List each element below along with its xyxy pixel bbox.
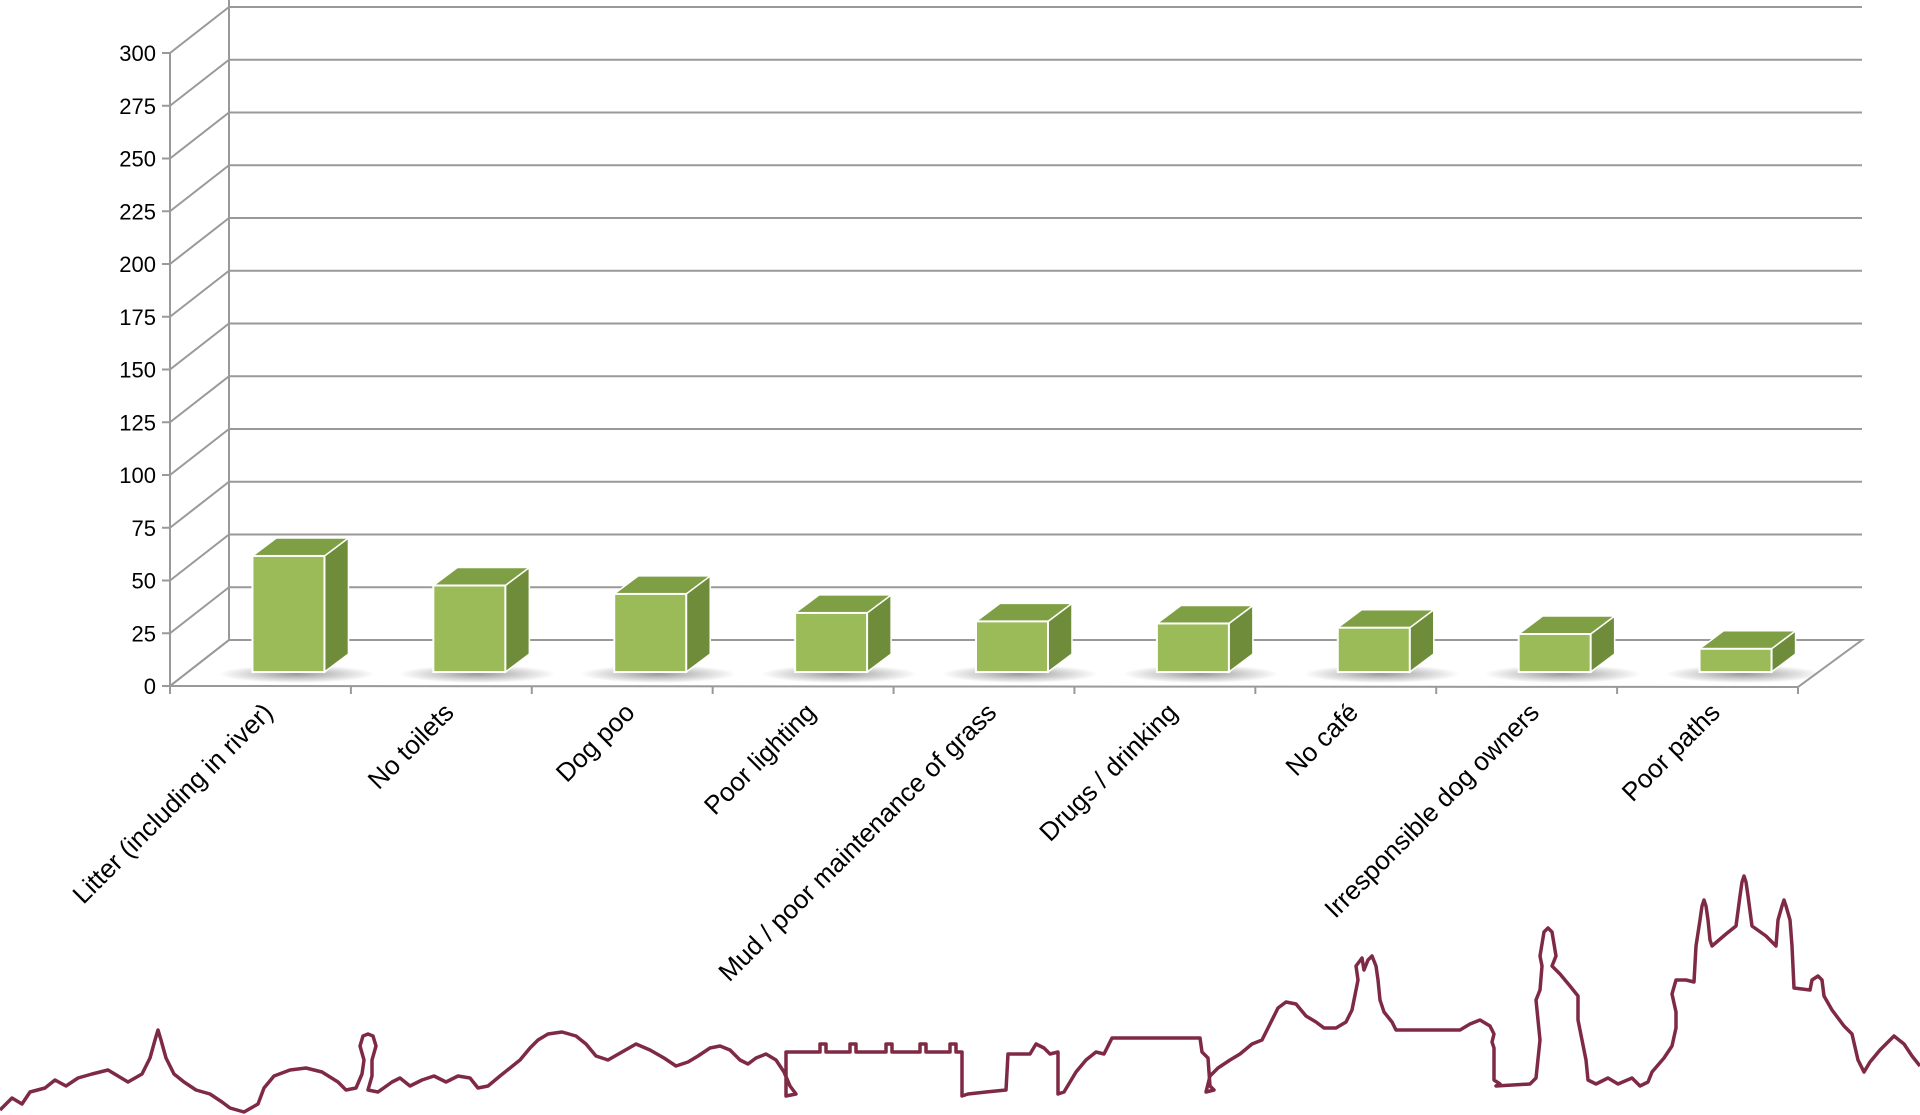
skyline-outline: [0, 876, 1920, 1112]
side-wall-gridline: [170, 324, 229, 370]
x-category-label: Poor lighting: [698, 697, 821, 820]
x-category-label: Poor paths: [1616, 697, 1726, 807]
bar: [399, 567, 555, 683]
bar-front: [976, 621, 1048, 672]
y-tick-label: 0: [144, 674, 156, 699]
bar-side: [324, 538, 348, 672]
side-wall-gridline: [170, 113, 229, 159]
y-tick-label: 125: [119, 410, 156, 435]
y-tick-label: 175: [119, 305, 156, 330]
city-skyline-icon: [0, 876, 1920, 1112]
y-tick-label: 25: [132, 621, 156, 646]
side-wall-gridline: [170, 482, 229, 528]
bar: [1123, 605, 1279, 683]
x-category-label: No toilets: [362, 697, 460, 795]
y-tick-label: 200: [119, 252, 156, 277]
y-tick-label: 150: [119, 358, 156, 383]
bar-front: [433, 585, 505, 672]
bar: [580, 576, 736, 683]
bar-front: [795, 613, 867, 672]
bar-front: [1338, 628, 1410, 672]
x-category-label: No café: [1279, 697, 1364, 782]
side-wall-gridline: [170, 218, 229, 264]
y-tick-labels: 0 25 50 75 100 125 150 175 200 225 250 275 300: [119, 41, 156, 699]
side-wall-gridline: [170, 165, 229, 211]
bar: [1485, 616, 1641, 683]
x-category-labels: Litter (including in river) No toilets Dog…: [66, 697, 1725, 987]
bar-front: [1519, 634, 1591, 672]
x-category-label: Dog poo: [550, 697, 641, 788]
side-wall-gridline: [170, 271, 229, 317]
bar-front: [1700, 649, 1772, 672]
side-wall-gridline: [170, 60, 229, 106]
y-tick-label: 75: [132, 516, 156, 541]
axes: [162, 0, 1862, 694]
side-wall-gridline: [170, 7, 229, 53]
y-tick-label: 50: [132, 569, 156, 594]
bar: [1304, 610, 1460, 683]
gridlines: [170, 0, 1862, 686]
bar-front: [1157, 623, 1229, 672]
y-tick-label: 100: [119, 463, 156, 488]
bar: [1666, 631, 1822, 683]
bar: [761, 595, 917, 683]
side-wall-gridline: [170, 587, 229, 633]
side-wall-gridline: [170, 535, 229, 581]
side-wall-gridline: [170, 429, 229, 475]
x-category-label: Drugs / drinking: [1033, 697, 1183, 847]
y-tick-label: 250: [119, 147, 156, 172]
bar-front: [614, 594, 686, 672]
x-category-label: Litter (including in river): [66, 697, 278, 909]
y-tick-label: 225: [119, 199, 156, 224]
bar: [942, 603, 1098, 683]
bars: [218, 538, 1821, 683]
bar-front: [252, 556, 324, 672]
bar: [218, 538, 374, 683]
side-wall-gridline: [170, 376, 229, 422]
y-tick-label: 300: [119, 41, 156, 66]
x-category-label: Irresponsible dog owners: [1318, 697, 1545, 924]
y-tick-label: 275: [119, 94, 156, 119]
